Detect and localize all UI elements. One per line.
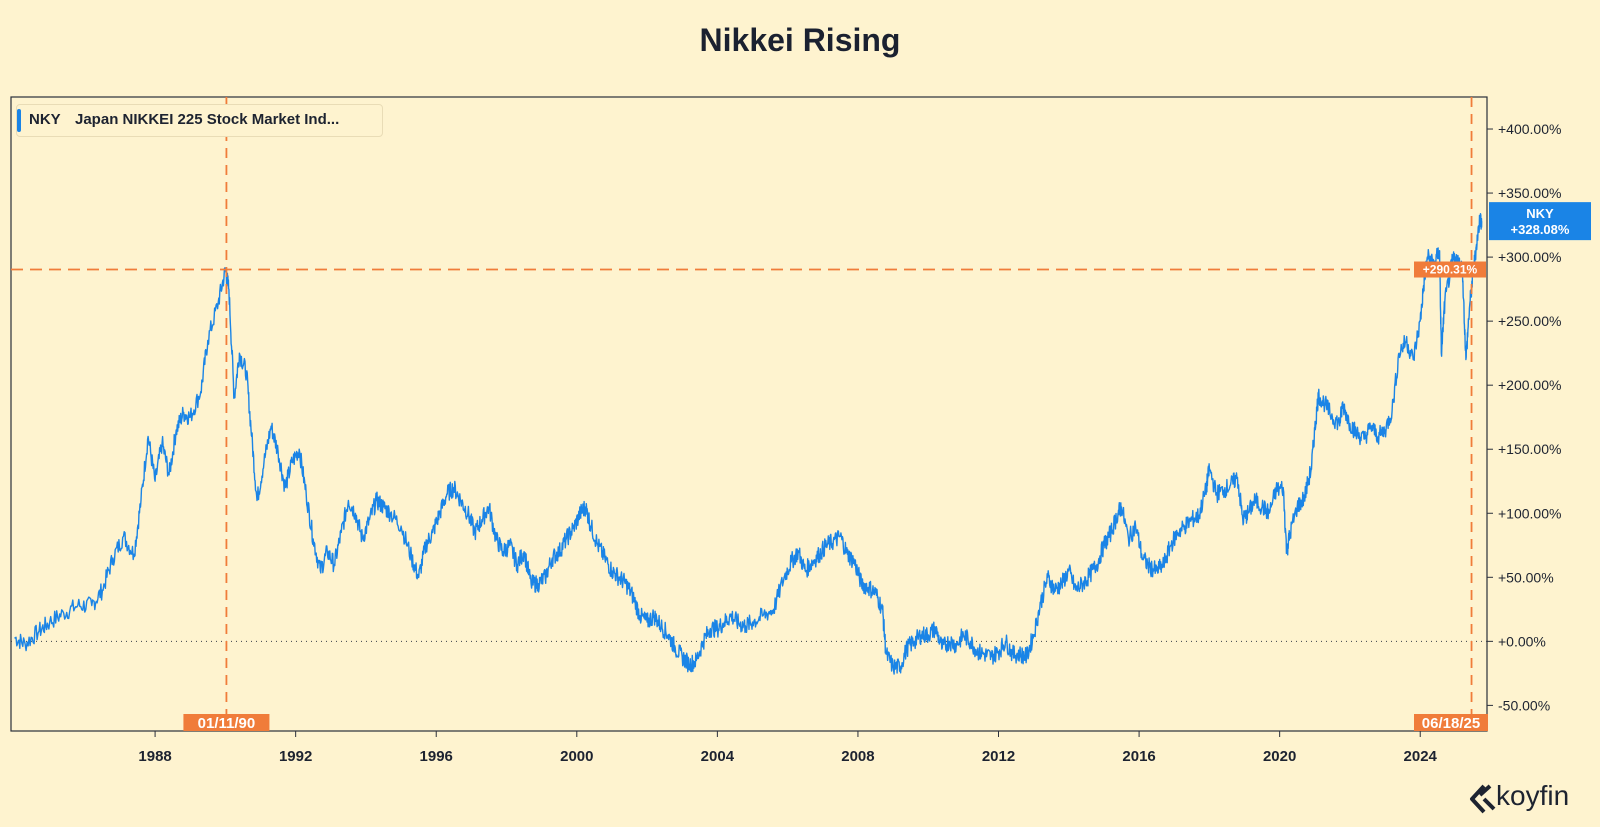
y-tick-label: -50.00% xyxy=(1498,697,1550,713)
x-tick-label: 2000 xyxy=(560,748,593,765)
peak-date-label: 01/11/90 xyxy=(198,715,256,732)
x-tick-label: 2004 xyxy=(701,748,735,765)
current-date-badge xyxy=(1414,714,1488,731)
x-tick-label: 2008 xyxy=(841,748,874,765)
y-tick-label: +250.00% xyxy=(1498,313,1561,329)
y-tick-label: +200.00% xyxy=(1498,377,1561,393)
crosshair-value-label: +290.31% xyxy=(1423,263,1478,277)
peak-date-badge xyxy=(183,714,270,731)
y-tick-label: +300.00% xyxy=(1498,249,1561,265)
chart-title: Nikkei Rising xyxy=(699,22,901,58)
x-tick-label: 1992 xyxy=(279,748,312,765)
legend-series-name: Japan NIKKEI 225 Stock Market Ind... xyxy=(75,111,340,128)
last-value-badge xyxy=(1489,202,1591,241)
x-tick-label: 1996 xyxy=(420,748,453,765)
brand-name: koyfin xyxy=(1496,780,1570,811)
y-tick-label: +400.00% xyxy=(1498,121,1561,137)
x-tick-label: 2016 xyxy=(1122,748,1155,765)
y-tick-label: +50.00% xyxy=(1498,569,1554,585)
legend[interactable]: NKY Japan NIKKEI 225 Stock Market Ind... xyxy=(16,104,383,137)
y-tick-label: +100.00% xyxy=(1498,505,1561,521)
y-tick-label: +0.00% xyxy=(1498,633,1546,649)
series-line-nky xyxy=(14,212,1483,675)
legend-ticker: NKY xyxy=(29,111,61,128)
koyfin-logo-icon xyxy=(1470,784,1496,814)
legend-color-swatch xyxy=(17,109,21,132)
x-tick-label: 2012 xyxy=(982,748,1015,765)
y-tick-label: +350.00% xyxy=(1498,185,1561,201)
crosshair-value-badge xyxy=(1414,261,1486,278)
x-tick-label: 2024 xyxy=(1404,748,1438,765)
y-axis: +400.00% +350.00% +300.00% +250.00% +200.00%… xyxy=(1487,121,1561,713)
x-tick-label: 2020 xyxy=(1263,748,1296,765)
last-value-percent: +328.08% xyxy=(1511,222,1570,237)
x-axis: 1988 1992 1996 2000 2004 2008 2012 2016 2020 2024 xyxy=(138,731,1438,765)
plot-frame xyxy=(10,96,1488,732)
x-tick-label: 1988 xyxy=(138,748,171,765)
y-tick-label: +150.00% xyxy=(1498,441,1561,457)
current-date-label: 06/18/25 xyxy=(1422,715,1480,732)
last-value-ticker: NKY xyxy=(1526,206,1554,221)
